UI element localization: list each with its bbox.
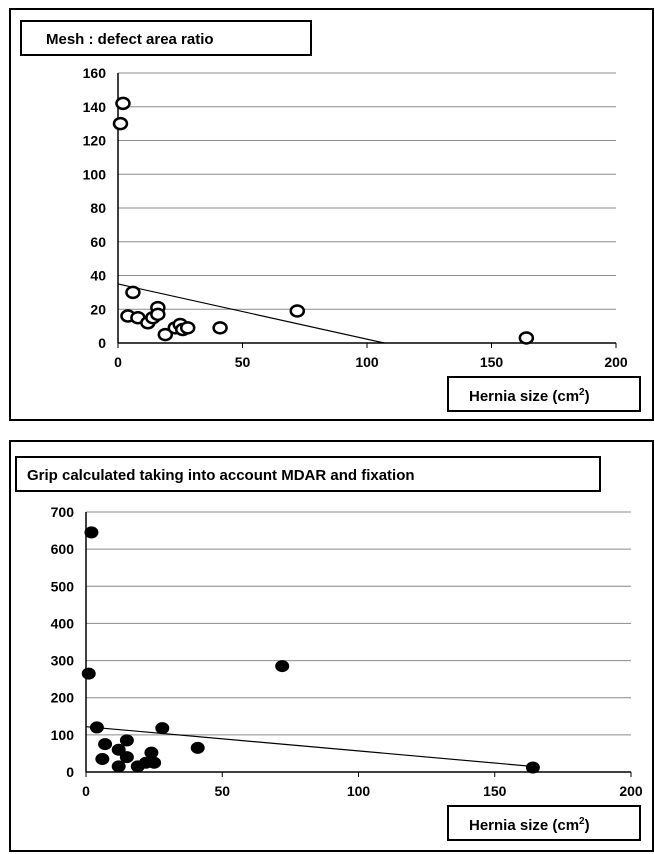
grip-y-tick-label: 200 (51, 690, 75, 706)
grip-x-tick-label: 50 (214, 783, 230, 799)
mesh-ratio-data-point (289, 304, 306, 318)
grip-x-tick-label: 150 (483, 783, 507, 799)
mesh-ratio-y-tick-label: 140 (83, 99, 107, 115)
mesh-ratio-data-point (212, 321, 228, 335)
grip-y-tick-label: 400 (51, 615, 75, 631)
mesh-ratio-y-tick-label: 20 (90, 301, 106, 317)
chart-panel-grip: 0 100 200 300 400 500 600 700 0 50 100 150 200 Grip … (9, 440, 654, 852)
chart-title-mesh-ratio: Mesh : defect area ratio (20, 20, 312, 56)
grip-y-tick-label: 500 (51, 578, 75, 594)
grip-y-tick-label: 700 (51, 504, 75, 520)
grip-data-point (95, 753, 110, 765)
grip-data-point (155, 722, 170, 735)
grip-y-tick-label: 0 (66, 764, 74, 780)
grip-y-tick-label: 600 (51, 541, 75, 557)
mesh-ratio-data-point (157, 327, 174, 342)
mesh-ratio-y-tick-label: 0 (98, 335, 106, 351)
mesh-ratio-y-tick-label: 100 (83, 166, 107, 182)
mesh-ratio-data-point (112, 116, 129, 131)
chart-plot-grip: 0 100 200 300 400 500 600 700 0 50 100 150 200 (51, 504, 643, 799)
mesh-ratio-data-point (179, 321, 196, 335)
grip-data-point (84, 526, 99, 539)
mesh-ratio-data-point (125, 285, 141, 300)
mesh-ratio-data-point (150, 307, 166, 322)
grip-x-tick-label: 200 (619, 783, 643, 799)
mesh-ratio-y-tick-label: 120 (83, 133, 107, 149)
mesh-ratio-x-tick-label: 100 (355, 354, 379, 370)
grip-data-point (119, 751, 134, 764)
grip-data-point (119, 734, 134, 747)
grip-data-point (525, 761, 540, 774)
mesh-ratio-x-tick-label: 0 (114, 354, 122, 370)
mesh-ratio-x-tick-label: 150 (480, 354, 504, 370)
grip-data-point (81, 667, 96, 680)
mesh-ratio-trendline (117, 283, 385, 344)
grip-data-point (111, 743, 126, 756)
grip-data-point (144, 746, 159, 759)
mesh-ratio-y-tick-label: 60 (90, 234, 106, 250)
mesh-ratio-data-point (518, 331, 535, 345)
mesh-ratio-x-tick-label: 50 (235, 354, 251, 370)
chart-title-grip: Grip calculated taking into account MDAR… (15, 456, 601, 492)
grip-data-point (190, 741, 205, 754)
x-axis-label-mesh-ratio: Hernia size (cm2) (447, 376, 641, 412)
grip-data-point (89, 721, 104, 734)
mesh-ratio-data-point (115, 96, 131, 111)
mesh-ratio-y-tick-label: 160 (83, 65, 107, 81)
grip-x-tick-label: 100 (347, 783, 371, 799)
grip-data-point (147, 756, 162, 769)
grip-y-tick-label: 300 (51, 653, 75, 669)
grip-x-tick-label: 0 (82, 783, 90, 799)
grip-data-point (111, 760, 126, 773)
mesh-ratio-x-tick-label: 200 (604, 354, 628, 370)
mesh-ratio-y-tick-label: 80 (90, 200, 106, 216)
chart-plot-mesh-ratio: 0 20 40 60 80 100 120 140 160 0 50 100 150 200 (83, 65, 628, 370)
grip-data-point (98, 738, 113, 751)
chart-panel-mesh-ratio: 0 20 40 60 80 100 120 140 160 0 50 100 150 200 Mesh :… (9, 8, 654, 421)
x-axis-label-grip: Hernia size (cm2) (447, 805, 641, 841)
mesh-ratio-y-tick-label: 40 (90, 268, 106, 284)
grip-data-point (275, 660, 290, 673)
grip-y-tick-label: 100 (51, 727, 75, 743)
